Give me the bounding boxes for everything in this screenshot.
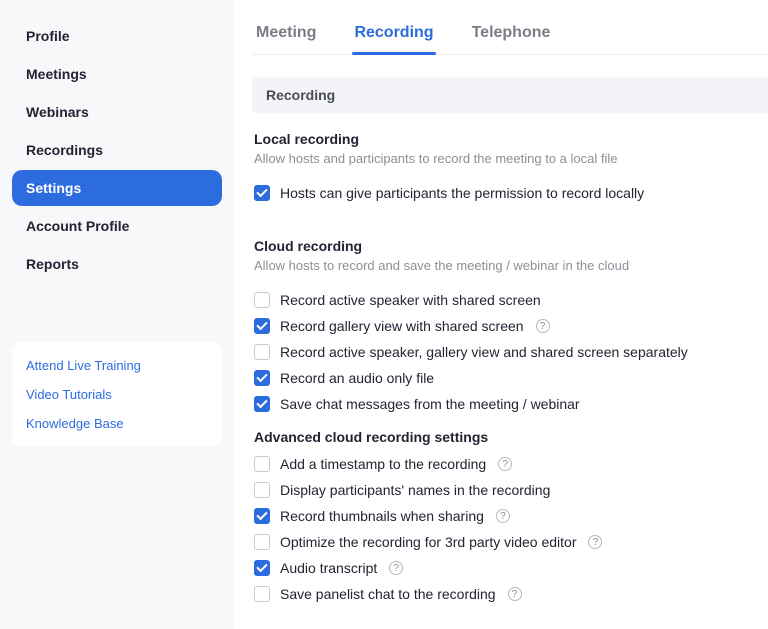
help-link-tutorials[interactable]: Video Tutorials <box>26 387 208 402</box>
option-audio-transcript[interactable]: Audio transcript ? <box>254 555 754 581</box>
help-icon[interactable]: ? <box>496 509 510 523</box>
option-optimize-3rd-party[interactable]: Optimize the recording for 3rd party vid… <box>254 529 754 555</box>
section-header-recording: Recording <box>252 77 768 113</box>
help-link-kb[interactable]: Knowledge Base <box>26 416 208 431</box>
checkbox-icon[interactable] <box>254 534 270 550</box>
option-active-speaker[interactable]: Record active speaker with shared screen <box>254 287 754 313</box>
help-icon[interactable]: ? <box>389 561 403 575</box>
option-timestamp[interactable]: Add a timestamp to the recording ? <box>254 451 754 477</box>
help-icon[interactable]: ? <box>498 457 512 471</box>
local-recording-title: Local recording <box>254 131 754 147</box>
cloud-recording-desc: Allow hosts to record and save the meeti… <box>254 258 754 273</box>
tab-meeting[interactable]: Meeting <box>254 18 318 54</box>
option-hosts-give-permission[interactable]: Hosts can give participants the permissi… <box>254 180 754 206</box>
setting-local-recording: Local recording Allow hosts and particip… <box>252 113 768 206</box>
option-save-panelist-chat[interactable]: Save panelist chat to the recording ? <box>254 581 754 607</box>
local-recording-desc: Allow hosts and participants to record t… <box>254 151 754 166</box>
option-thumbnails[interactable]: Record thumbnails when sharing ? <box>254 503 754 529</box>
help-card: Attend Live Training Video Tutorials Kno… <box>12 342 222 447</box>
option-display-names[interactable]: Display participants' names in the recor… <box>254 477 754 503</box>
option-save-chat[interactable]: Save chat messages from the meeting / we… <box>254 391 754 417</box>
option-label: Audio transcript <box>280 560 377 576</box>
sidebar-item-meetings[interactable]: Meetings <box>12 56 222 92</box>
option-label: Record thumbnails when sharing <box>280 508 484 524</box>
option-separate-recording[interactable]: Record active speaker, gallery view and … <box>254 339 754 365</box>
help-link-training[interactable]: Attend Live Training <box>26 358 208 373</box>
checkbox-icon[interactable] <box>254 370 270 386</box>
checkbox-icon[interactable] <box>254 560 270 576</box>
help-icon[interactable]: ? <box>508 587 522 601</box>
checkbox-icon[interactable] <box>254 482 270 498</box>
option-label: Add a timestamp to the recording <box>280 456 486 472</box>
main-content: Meeting Recording Telephone Recording Lo… <box>234 0 768 629</box>
advanced-heading: Advanced cloud recording settings <box>252 417 768 451</box>
option-gallery-view[interactable]: Record gallery view with shared screen ? <box>254 313 754 339</box>
checkbox-icon[interactable] <box>254 318 270 334</box>
sidebar-item-profile[interactable]: Profile <box>12 18 222 54</box>
checkbox-icon[interactable] <box>254 508 270 524</box>
option-label: Record active speaker, gallery view and … <box>280 344 688 360</box>
checkbox-icon[interactable] <box>254 344 270 360</box>
option-label: Record active speaker with shared screen <box>280 292 541 308</box>
tab-recording[interactable]: Recording <box>352 18 435 54</box>
option-label: Save chat messages from the meeting / we… <box>280 396 580 412</box>
help-icon[interactable]: ? <box>536 319 550 333</box>
help-icon[interactable]: ? <box>588 535 602 549</box>
checkbox-icon[interactable] <box>254 456 270 472</box>
checkbox-icon[interactable] <box>254 586 270 602</box>
sidebar-item-recordings[interactable]: Recordings <box>12 132 222 168</box>
checkbox-icon[interactable] <box>254 185 270 201</box>
option-label: Record an audio only file <box>280 370 434 386</box>
option-label: Optimize the recording for 3rd party vid… <box>280 534 576 550</box>
advanced-options: Add a timestamp to the recording ? Displ… <box>252 451 768 607</box>
sidebar: Profile Meetings Webinars Recordings Set… <box>0 0 234 629</box>
sidebar-item-settings[interactable]: Settings <box>12 170 222 206</box>
cloud-recording-title: Cloud recording <box>254 238 754 254</box>
sidebar-item-account-profile[interactable]: Account Profile <box>12 208 222 244</box>
sidebar-item-webinars[interactable]: Webinars <box>12 94 222 130</box>
tab-telephone[interactable]: Telephone <box>470 18 553 54</box>
checkbox-icon[interactable] <box>254 396 270 412</box>
sidebar-nav: Profile Meetings Webinars Recordings Set… <box>12 18 222 282</box>
option-label: Display participants' names in the recor… <box>280 482 550 498</box>
checkbox-icon[interactable] <box>254 292 270 308</box>
sidebar-item-reports[interactable]: Reports <box>12 246 222 282</box>
option-label: Record gallery view with shared screen <box>280 318 524 334</box>
settings-tabs: Meeting Recording Telephone <box>252 18 768 55</box>
option-audio-only[interactable]: Record an audio only file <box>254 365 754 391</box>
option-label: Save panelist chat to the recording <box>280 586 496 602</box>
option-label: Hosts can give participants the permissi… <box>280 185 644 201</box>
setting-cloud-recording: Cloud recording Allow hosts to record an… <box>252 206 768 417</box>
